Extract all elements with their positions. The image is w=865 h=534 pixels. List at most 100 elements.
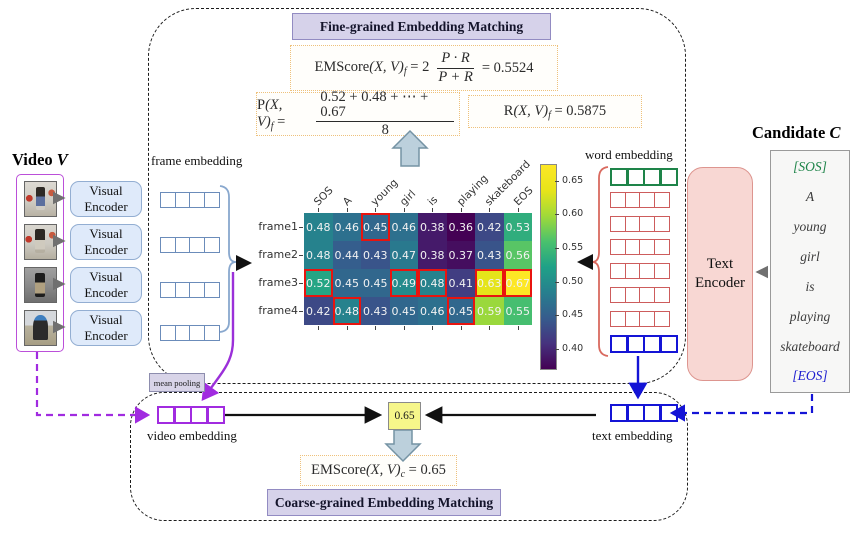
heatmap-cell: 0.46 <box>332 213 361 241</box>
colorbar-tick-label: 0.65 <box>562 174 584 186</box>
axis-tick <box>432 208 434 212</box>
word-embedding-row <box>610 168 678 186</box>
embedding-cell <box>653 239 670 256</box>
candidate-title: Candidate C <box>752 123 841 142</box>
text-encoder-box: Text Encoder <box>687 167 753 381</box>
emscore-fine-formula: EMScore(X, V)f = 2 P · R P + R = 0.5524 <box>290 45 558 91</box>
video-title: Video V <box>12 150 68 169</box>
embedding-cell <box>626 334 645 353</box>
heatmap-cell: 0.59 <box>475 297 504 325</box>
fine-grained-section-outline <box>148 8 686 384</box>
video-embedding <box>157 406 225 424</box>
axis-tick <box>375 208 377 212</box>
word-embedding-row <box>610 334 678 353</box>
frame-embedding-label: frame embedding <box>151 153 243 168</box>
heatmap-cell: 0.43 <box>361 241 390 269</box>
embedding-cell <box>203 325 220 341</box>
embedding-cell <box>653 287 670 303</box>
axis-tick <box>318 208 320 212</box>
embedding-cell <box>610 168 628 186</box>
candidate-token: skateboard <box>780 338 840 354</box>
text-embedding-label: text embedding <box>592 428 673 443</box>
axis-tick <box>489 208 491 212</box>
heatmap-cell: 0.43 <box>475 241 504 269</box>
formula-result: = 0.5524 <box>481 59 534 76</box>
embedding-cell <box>643 404 661 422</box>
visual-encoder-box: Visual Encoder <box>70 181 142 217</box>
word-embedding-row <box>610 191 670 208</box>
dashed-video-to-embedding <box>35 352 151 424</box>
video-frame-thumbnail <box>24 310 57 346</box>
candidate-token: [SOS] <box>793 159 827 174</box>
heatmap-cell: 0.48 <box>332 297 361 325</box>
word-embedding-row <box>610 239 670 256</box>
visual-encoder-line2: Encoder <box>84 328 128 343</box>
heatmap-cell: 0.42 <box>304 297 333 325</box>
axis-tick <box>403 326 405 330</box>
axis-tick <box>346 208 348 212</box>
colorbar-tick <box>555 315 559 317</box>
heatmap-cell: 0.53 <box>503 213 532 241</box>
frame-embedding-row <box>160 325 220 341</box>
visual-encoder-line2: Encoder <box>84 199 128 214</box>
colorbar-tick-label: 0.55 <box>562 242 584 254</box>
video-embedding-label: video embedding <box>147 428 237 443</box>
video-frame-thumbnail <box>24 181 57 217</box>
embedding-cell <box>643 334 661 353</box>
visual-encoder-line1: Visual <box>89 183 123 199</box>
colorbar-tick-label: 0.45 <box>562 309 584 321</box>
formula-text: EMScore(X, V)c = 0.65 <box>311 461 446 480</box>
embedding-cell <box>659 334 678 353</box>
colorbar-tick-label: 0.60 <box>562 208 584 220</box>
word-embedding-row <box>610 215 670 232</box>
heatmap-cell: 0.42 <box>475 213 504 241</box>
embedding-cell <box>626 404 645 422</box>
frame-embedding-row <box>160 237 220 253</box>
embedding-cell <box>206 406 225 424</box>
formula-text: R(X, V)f = 0.5875 <box>503 102 607 121</box>
embedding-cell <box>626 168 645 186</box>
embedding-cell <box>653 215 670 232</box>
precision-formula: P(X, V)f = 0.52 + 0.48 + ⋯ + 0.67 8 <box>256 89 460 139</box>
formula-lhs: EMScore(X, V)f = 2 <box>314 59 430 77</box>
embedding-cell <box>653 263 670 280</box>
heatmap-cell: 0.63 <box>475 269 504 297</box>
embedding-cell <box>610 404 628 422</box>
visual-encoder-box: Visual Encoder <box>70 310 142 346</box>
visual-encoder-line1: Visual <box>89 226 123 242</box>
word-embedding-row <box>610 263 670 280</box>
heatmap-cell: 0.46 <box>389 213 418 241</box>
formula-lhs: P(X, V)f = <box>257 96 286 132</box>
formula-fraction: 0.52 + 0.48 + ⋯ + 0.67 8 <box>316 89 454 139</box>
axis-tick <box>375 326 377 330</box>
visual-encoder-box: Visual Encoder <box>70 267 142 303</box>
heatmap-row-label: frame1 <box>258 220 298 233</box>
heatmap-cell: 0.45 <box>446 297 475 325</box>
heatmap-cell: 0.45 <box>361 213 390 241</box>
visual-encoder-box: Visual Encoder <box>70 224 142 260</box>
coarse-grained-section-outline <box>130 392 688 521</box>
candidate-token: A <box>805 188 815 204</box>
heatmap-cell: 0.45 <box>332 269 361 297</box>
visual-encoder-line2: Encoder <box>84 242 128 257</box>
dashed-candidate-to-text-embedding <box>669 394 814 422</box>
axis-tick <box>299 283 303 284</box>
heatmap-colorbar <box>540 164 557 370</box>
heatmap-cell: 0.38 <box>418 241 447 269</box>
heatmap-cell: 0.48 <box>304 213 333 241</box>
axis-tick <box>517 326 519 330</box>
embedding-cell <box>203 192 220 208</box>
heatmap-row-label: frame4 <box>258 304 298 317</box>
axis-tick <box>299 227 303 228</box>
formula-fraction: P · R P + R <box>437 50 474 85</box>
heatmap-cell: 0.47 <box>389 241 418 269</box>
heatmap-cell: 0.41 <box>446 269 475 297</box>
video-frames-strip <box>16 174 64 352</box>
mean-pooling-box: mean pooling <box>149 373 205 392</box>
embedding-cell <box>653 191 670 208</box>
embedding-cell <box>203 237 220 253</box>
heatmap-cell: 0.46 <box>418 297 447 325</box>
frame-embedding-row <box>160 192 220 208</box>
colorbar-tick <box>555 281 559 283</box>
